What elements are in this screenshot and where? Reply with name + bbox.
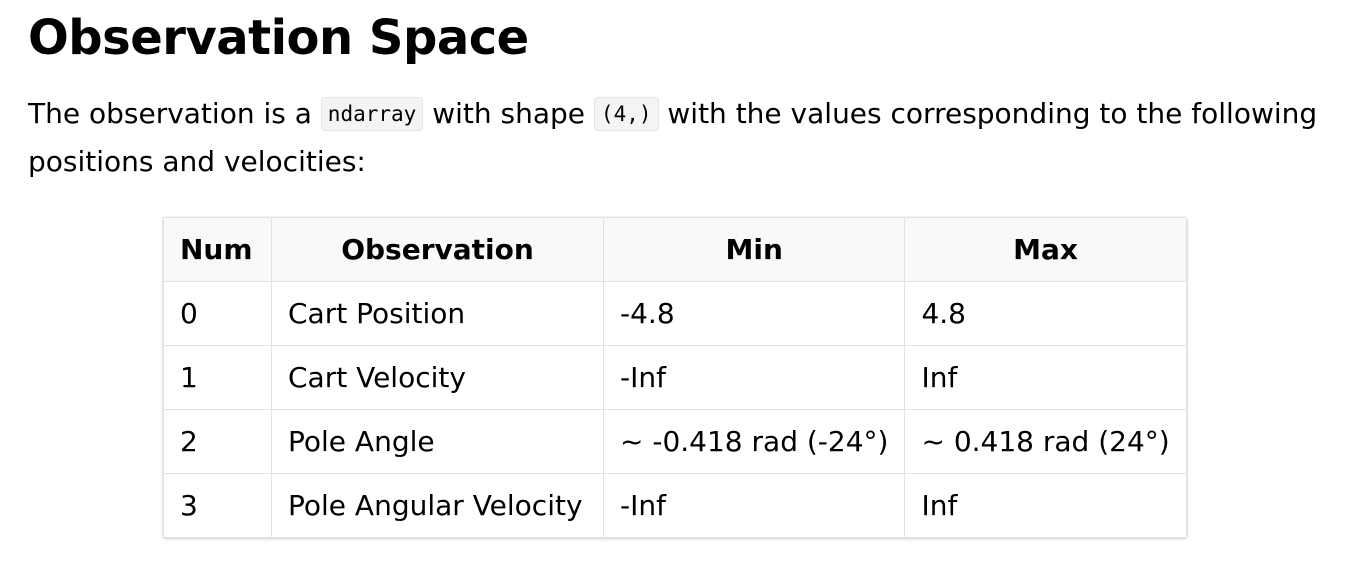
header-max: Max <box>904 217 1187 282</box>
table-row: 1 Cart Velocity -Inf Inf <box>163 345 1187 410</box>
observation-table-container: Num Observation Min Max 0 Cart Position … <box>163 217 1187 538</box>
table-row: 3 Pole Angular Velocity -Inf Inf <box>163 473 1187 538</box>
document-section: Observation Space The observation is a n… <box>28 0 1345 186</box>
cell-observation: Pole Angular Velocity <box>271 473 604 538</box>
header-observation: Observation <box>271 217 604 282</box>
header-min: Min <box>602 217 906 282</box>
cell-min: ~ -0.418 rad (-24°) <box>602 409 906 474</box>
cell-observation: Cart Position <box>271 281 604 346</box>
observation-table: Num Observation Min Max 0 Cart Position … <box>163 217 1187 538</box>
table-row: 0 Cart Position -4.8 4.8 <box>163 281 1187 346</box>
cell-num: 2 <box>163 409 272 474</box>
cell-observation: Cart Velocity <box>271 345 604 410</box>
section-heading: Observation Space <box>28 10 529 66</box>
inline-code-shape: (4,) <box>593 97 659 131</box>
cell-min: -4.8 <box>602 281 906 346</box>
intro-text-1: The observation is a <box>28 97 321 130</box>
intro-line-2: positions and velocities: <box>28 145 366 178</box>
cell-num: 3 <box>163 473 272 538</box>
cell-observation: Pole Angle <box>271 409 604 474</box>
header-num: Num <box>163 217 272 282</box>
cell-min: -Inf <box>602 473 906 538</box>
table-row: 2 Pole Angle ~ -0.418 rad (-24°) ~ 0.418… <box>163 409 1187 474</box>
cell-num: 1 <box>163 345 272 410</box>
intro-line-1: The observation is a ndarray with shape … <box>28 90 1345 138</box>
cell-max: 4.8 <box>904 281 1187 346</box>
intro-paragraph: The observation is a ndarray with shape … <box>28 90 1345 186</box>
cell-max: ~ 0.418 rad (24°) <box>904 409 1187 474</box>
cell-max: Inf <box>904 473 1187 538</box>
intro-text-3: with the values corresponding to the fol… <box>658 97 1318 130</box>
table-header-row: Num Observation Min Max <box>163 217 1187 282</box>
cell-min: -Inf <box>602 345 906 410</box>
inline-code-ndarray: ndarray <box>320 97 424 131</box>
cell-num: 0 <box>163 281 272 346</box>
cell-max: Inf <box>904 345 1187 410</box>
intro-text-2: with shape <box>423 97 594 130</box>
